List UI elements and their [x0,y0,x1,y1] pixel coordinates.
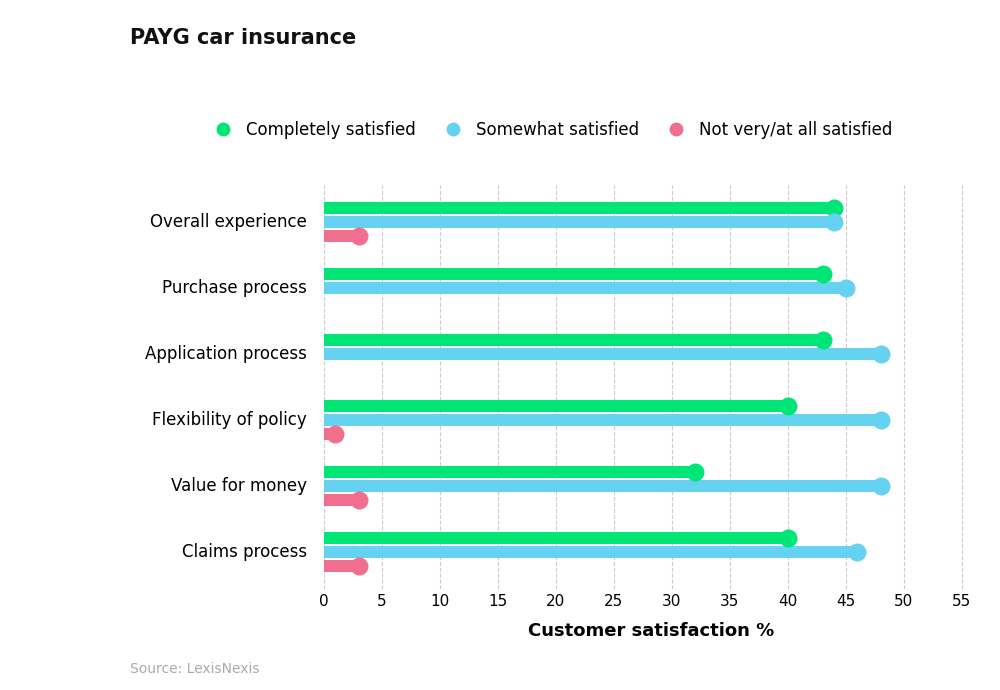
Bar [324,414,881,426]
Bar [324,334,823,346]
Bar [324,532,788,544]
Bar [324,268,823,280]
Bar [324,546,857,558]
Bar [324,560,359,572]
Text: Source: LexisNexis: Source: LexisNexis [130,662,260,676]
Bar [324,480,881,492]
Bar [324,282,846,294]
Bar [324,466,695,478]
Text: PAYG car insurance: PAYG car insurance [130,28,356,48]
Bar [324,230,359,242]
Bar [324,400,788,413]
X-axis label: Customer satisfaction %: Customer satisfaction % [528,622,775,640]
Bar [324,493,359,506]
Bar [324,201,834,215]
Bar [324,428,335,440]
Bar [324,348,881,360]
Bar [324,216,834,228]
Legend: Completely satisfied, Somewhat satisfied, Not very/at all satisfied: Completely satisfied, Somewhat satisfied… [206,121,893,139]
